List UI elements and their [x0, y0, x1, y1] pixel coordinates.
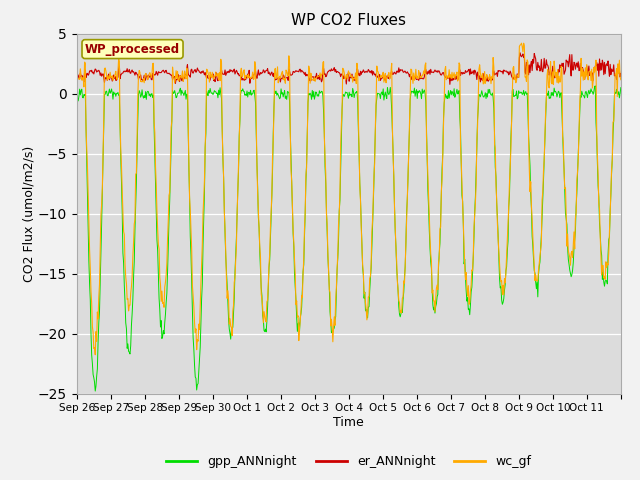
gpp_ANNnight	[92, 388, 99, 394]
wc_gf	[518, 40, 525, 46]
gpp_ANNnight	[138, 93, 145, 98]
gpp_ANNnight	[617, 85, 625, 91]
wc_gf	[406, 122, 413, 128]
wc_gf	[92, 352, 99, 358]
er_ANNnight	[446, 82, 454, 87]
er_ANNnight	[237, 73, 244, 79]
wc_gf	[285, 53, 292, 59]
gpp_ANNnight	[591, 83, 599, 89]
er_ANNnight	[137, 72, 145, 78]
Line: er_ANNnight: er_ANNnight	[77, 53, 621, 84]
Line: wc_gf: wc_gf	[77, 43, 621, 355]
gpp_ANNnight	[237, 87, 245, 93]
X-axis label: Time: Time	[333, 416, 364, 429]
Y-axis label: CO2 Flux (umol/m2/s): CO2 Flux (umol/m2/s)	[22, 145, 35, 282]
er_ANNnight	[284, 77, 292, 83]
gpp_ANNnight	[436, 240, 444, 246]
Line: gpp_ANNnight: gpp_ANNnight	[77, 86, 621, 391]
gpp_ANNnight	[406, 128, 413, 133]
er_ANNnight	[435, 68, 443, 74]
er_ANNnight	[516, 50, 524, 56]
gpp_ANNnight	[285, 90, 292, 96]
er_ANNnight	[264, 66, 271, 72]
wc_gf	[617, 77, 625, 83]
Legend: gpp_ANNnight, er_ANNnight, wc_gf: gpp_ANNnight, er_ANNnight, wc_gf	[161, 450, 536, 473]
Text: WP_processed: WP_processed	[85, 43, 180, 56]
wc_gf	[73, 71, 81, 76]
wc_gf	[138, 79, 145, 84]
er_ANNnight	[73, 74, 81, 80]
gpp_ANNnight	[264, 284, 272, 289]
er_ANNnight	[617, 71, 625, 76]
er_ANNnight	[405, 71, 413, 77]
gpp_ANNnight	[73, 94, 81, 100]
wc_gf	[264, 281, 272, 287]
Title: WP CO2 Fluxes: WP CO2 Fluxes	[291, 13, 406, 28]
wc_gf	[237, 65, 245, 71]
wc_gf	[436, 226, 444, 232]
